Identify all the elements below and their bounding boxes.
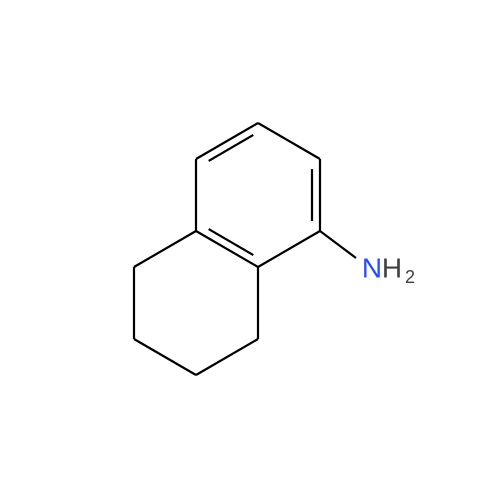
bond [320,231,356,258]
bond-layer [134,123,356,375]
bond [134,339,196,375]
bond [196,231,258,267]
bond [134,231,196,267]
bond [196,123,258,159]
bond [258,231,320,267]
atom-label: N [362,252,382,283]
atom-label: 2 [405,267,415,287]
bond [258,123,320,159]
atom-label: H [382,252,402,283]
bond [196,339,258,375]
label-layer: NH2 [362,252,415,286]
molecule-canvas: NH2 [0,0,500,500]
